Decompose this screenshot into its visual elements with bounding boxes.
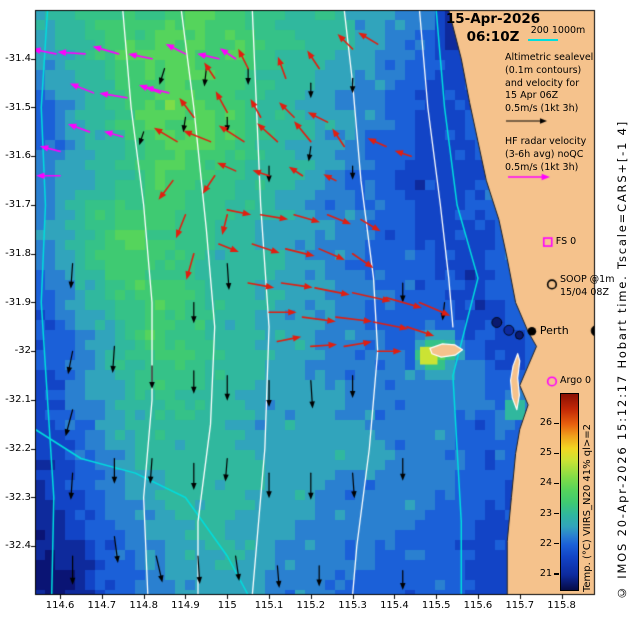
sst-velocity-map-figure: 15-Apr-2026 06:10Z 200 1000m Altimetric … [0, 0, 640, 630]
map-plot-canvas [0, 0, 640, 630]
